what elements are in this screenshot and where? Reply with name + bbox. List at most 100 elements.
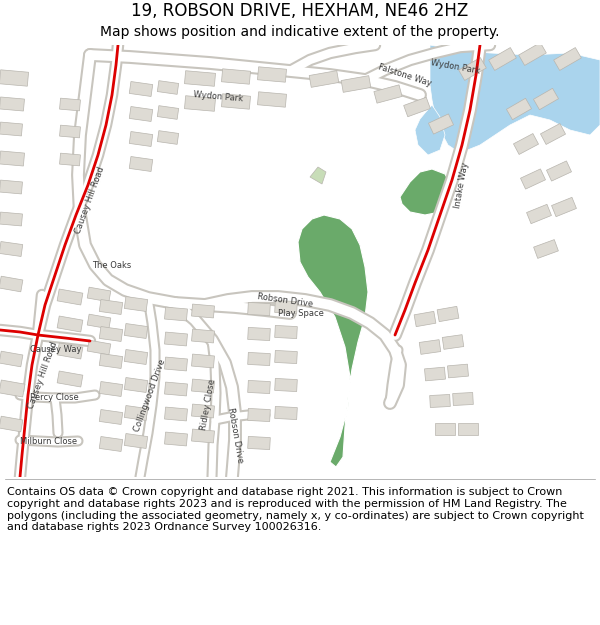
Text: Intake Way: Intake Way xyxy=(454,161,470,209)
Bar xyxy=(129,81,153,96)
Bar xyxy=(419,339,441,354)
Bar xyxy=(533,88,559,110)
Bar xyxy=(0,416,23,432)
Bar xyxy=(221,69,251,84)
Bar xyxy=(0,122,22,136)
Text: Falstone Way: Falstone Way xyxy=(377,62,433,88)
Text: Play Space: Play Space xyxy=(278,309,324,318)
Bar xyxy=(99,381,123,396)
Bar xyxy=(527,204,551,224)
Bar xyxy=(458,423,478,435)
Bar xyxy=(0,380,25,397)
Bar xyxy=(452,392,473,406)
Bar xyxy=(191,304,214,318)
Bar xyxy=(0,70,29,86)
Bar xyxy=(541,124,566,144)
Bar xyxy=(404,98,430,117)
Bar xyxy=(248,328,270,341)
Bar xyxy=(554,48,581,71)
Bar xyxy=(129,156,153,171)
Bar xyxy=(124,349,148,364)
Bar xyxy=(157,106,179,119)
Bar xyxy=(518,42,547,66)
Bar xyxy=(435,423,455,435)
Bar xyxy=(124,378,148,392)
Text: 19, ROBSON DRIVE, HEXHAM, NE46 2HZ: 19, ROBSON DRIVE, HEXHAM, NE46 2HZ xyxy=(131,2,469,20)
Bar xyxy=(59,98,80,111)
Text: Wydon Park: Wydon Park xyxy=(193,91,243,104)
Bar xyxy=(414,311,436,327)
Bar xyxy=(99,354,123,369)
Bar xyxy=(164,407,187,421)
Bar xyxy=(248,436,270,449)
Text: Milburn Close: Milburn Close xyxy=(20,436,77,446)
Bar xyxy=(275,326,297,339)
Bar xyxy=(0,241,23,256)
Text: Ridley Close: Ridley Close xyxy=(199,379,217,431)
Bar xyxy=(448,364,469,378)
Text: Percy Close: Percy Close xyxy=(30,394,79,402)
Bar xyxy=(0,151,25,166)
Bar xyxy=(99,409,123,424)
Bar xyxy=(191,329,214,343)
Bar xyxy=(0,351,23,367)
Bar xyxy=(547,161,572,181)
Bar xyxy=(124,324,148,339)
Bar xyxy=(248,408,270,422)
Bar xyxy=(0,276,23,292)
Bar xyxy=(99,326,123,341)
Bar xyxy=(248,352,270,366)
Bar xyxy=(164,357,187,371)
Bar xyxy=(442,334,464,349)
Bar xyxy=(428,114,454,134)
Text: The Oaks: The Oaks xyxy=(92,261,131,269)
Bar xyxy=(191,354,214,368)
Bar xyxy=(275,378,297,392)
Bar xyxy=(275,351,297,364)
Bar xyxy=(0,97,25,111)
Text: Causey Hill Road: Causey Hill Road xyxy=(74,165,106,235)
Bar xyxy=(309,71,339,88)
Bar xyxy=(87,314,111,329)
Bar xyxy=(488,48,517,71)
Bar xyxy=(57,371,83,387)
Text: Robson Drive: Robson Drive xyxy=(257,292,313,308)
Bar xyxy=(374,85,402,103)
Bar xyxy=(191,429,214,443)
Bar xyxy=(0,180,22,194)
Bar xyxy=(191,404,214,418)
Bar xyxy=(129,106,153,121)
Bar xyxy=(506,98,532,120)
Text: Collingwood Drive: Collingwood Drive xyxy=(133,357,167,432)
Text: Contains OS data © Crown copyright and database right 2021. This information is : Contains OS data © Crown copyright and d… xyxy=(7,488,584,532)
Bar xyxy=(248,302,270,316)
Bar xyxy=(164,382,187,396)
Polygon shape xyxy=(430,45,600,153)
Bar xyxy=(57,289,83,305)
Bar xyxy=(87,287,111,302)
Bar xyxy=(551,198,577,217)
Bar xyxy=(164,332,187,346)
Bar xyxy=(59,153,80,166)
Bar xyxy=(533,239,559,258)
Text: Wydon Park: Wydon Park xyxy=(430,58,481,76)
Bar xyxy=(430,394,451,408)
Bar xyxy=(257,92,287,108)
Bar xyxy=(520,169,545,189)
Polygon shape xyxy=(415,105,445,155)
Bar xyxy=(57,343,83,359)
Bar xyxy=(221,94,251,109)
Bar xyxy=(184,96,215,111)
Bar xyxy=(99,299,123,314)
Text: Causey Way: Causey Way xyxy=(30,344,82,354)
Bar xyxy=(124,434,148,449)
Bar xyxy=(425,367,445,381)
Bar xyxy=(248,381,270,394)
Bar xyxy=(0,212,22,226)
Bar xyxy=(129,131,153,146)
Bar xyxy=(57,316,83,332)
Bar xyxy=(341,76,371,92)
Polygon shape xyxy=(400,169,452,215)
Bar xyxy=(59,125,80,138)
Bar xyxy=(458,58,487,81)
